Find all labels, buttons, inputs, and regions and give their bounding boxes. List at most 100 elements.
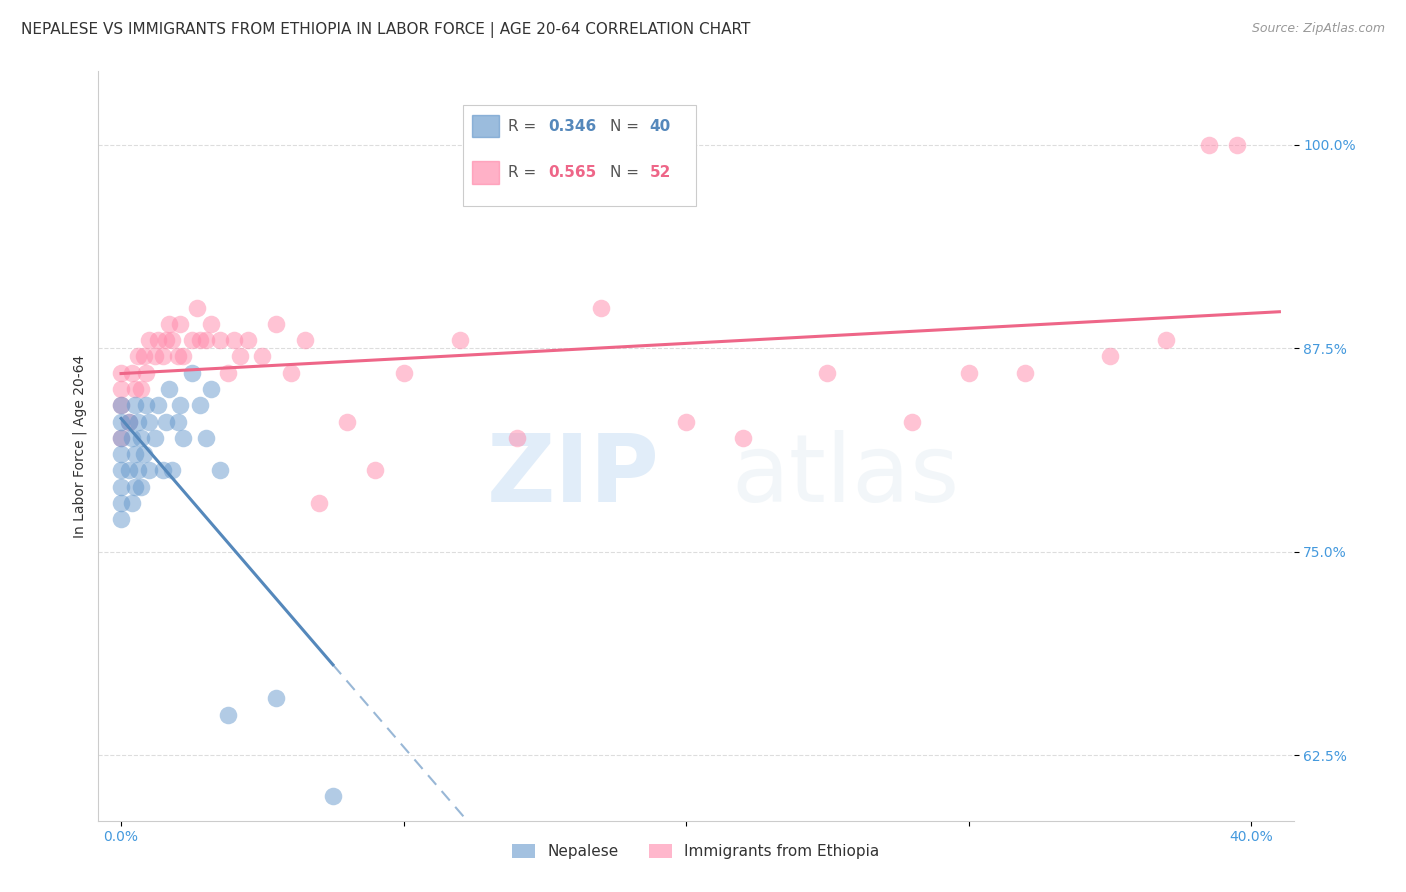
Point [180, 333, 202, 347]
Point [124, 480, 146, 494]
Point [294, 333, 316, 347]
Point [110, 512, 132, 526]
Point [135, 366, 157, 380]
Point [155, 415, 177, 429]
Text: R =: R = [509, 165, 541, 180]
Point [146, 333, 169, 347]
Point [169, 317, 191, 331]
Text: 0.346: 0.346 [548, 119, 596, 134]
Text: 40: 40 [650, 119, 671, 134]
Point [143, 350, 166, 364]
Point [152, 350, 174, 364]
Point [152, 463, 174, 477]
Point [172, 431, 194, 445]
Point [238, 333, 260, 347]
Y-axis label: In Labor Force | Age 20-64: In Labor Force | Age 20-64 [73, 354, 87, 538]
Point [222, 333, 245, 347]
Point [138, 415, 160, 429]
Point [146, 398, 169, 412]
Point [217, 366, 239, 380]
Point [1198, 137, 1220, 152]
Bar [472, 115, 499, 137]
Bar [472, 161, 499, 184]
Point [166, 415, 188, 429]
Point [280, 366, 302, 380]
Text: 0.565: 0.565 [548, 165, 596, 180]
Point [208, 333, 231, 347]
Point [118, 415, 141, 429]
Point [110, 431, 132, 445]
Point [1226, 137, 1249, 152]
Text: N =: N = [610, 119, 644, 134]
Point [124, 398, 146, 412]
Point [957, 366, 980, 380]
Point [266, 317, 288, 331]
Text: Source: ZipAtlas.com: Source: ZipAtlas.com [1251, 22, 1385, 36]
Point [129, 480, 152, 494]
Point [138, 333, 160, 347]
Point [308, 496, 330, 510]
Point [127, 350, 149, 364]
Point [110, 480, 132, 494]
Point [172, 350, 194, 364]
Point [110, 382, 132, 396]
Point [200, 382, 222, 396]
Point [129, 431, 152, 445]
Point [110, 415, 132, 429]
Text: R =: R = [509, 119, 541, 134]
Point [160, 463, 183, 477]
Point [194, 333, 217, 347]
Point [228, 350, 250, 364]
Point [364, 463, 387, 477]
Point [129, 382, 152, 396]
Point [138, 463, 160, 477]
Point [160, 333, 183, 347]
Point [169, 398, 191, 412]
Point [121, 496, 143, 510]
Point [110, 463, 132, 477]
Point [157, 317, 180, 331]
Point [143, 431, 166, 445]
Point [155, 333, 177, 347]
Point [132, 350, 155, 364]
Point [200, 317, 222, 331]
Point [118, 415, 141, 429]
Point [675, 415, 697, 429]
Point [110, 398, 132, 412]
Point [157, 382, 180, 396]
Point [188, 398, 211, 412]
Point [132, 447, 155, 461]
Point [110, 431, 132, 445]
Point [194, 431, 217, 445]
Point [208, 463, 231, 477]
Point [127, 463, 149, 477]
Point [392, 366, 415, 380]
Point [252, 350, 274, 364]
Point [121, 366, 143, 380]
Point [591, 301, 613, 315]
Point [815, 366, 838, 380]
Point [322, 789, 344, 804]
Text: N =: N = [610, 165, 644, 180]
Point [124, 447, 146, 461]
Point [118, 463, 141, 477]
Text: atlas: atlas [733, 430, 960, 522]
Point [731, 431, 754, 445]
Point [110, 447, 132, 461]
Point [121, 431, 143, 445]
Text: NEPALESE VS IMMIGRANTS FROM ETHIOPIA IN LABOR FORCE | AGE 20-64 CORRELATION CHAR: NEPALESE VS IMMIGRANTS FROM ETHIOPIA IN … [21, 22, 751, 38]
Point [135, 398, 157, 412]
Point [124, 382, 146, 396]
Point [901, 415, 924, 429]
Point [336, 415, 359, 429]
Point [505, 431, 527, 445]
Point [1014, 366, 1036, 380]
Point [110, 366, 132, 380]
Legend: Nepalese, Immigrants from Ethiopia: Nepalese, Immigrants from Ethiopia [506, 838, 886, 865]
FancyBboxPatch shape [463, 105, 696, 206]
Point [110, 398, 132, 412]
Text: ZIP: ZIP [488, 430, 661, 522]
Point [180, 366, 202, 380]
Text: 52: 52 [650, 165, 671, 180]
Point [186, 301, 208, 315]
